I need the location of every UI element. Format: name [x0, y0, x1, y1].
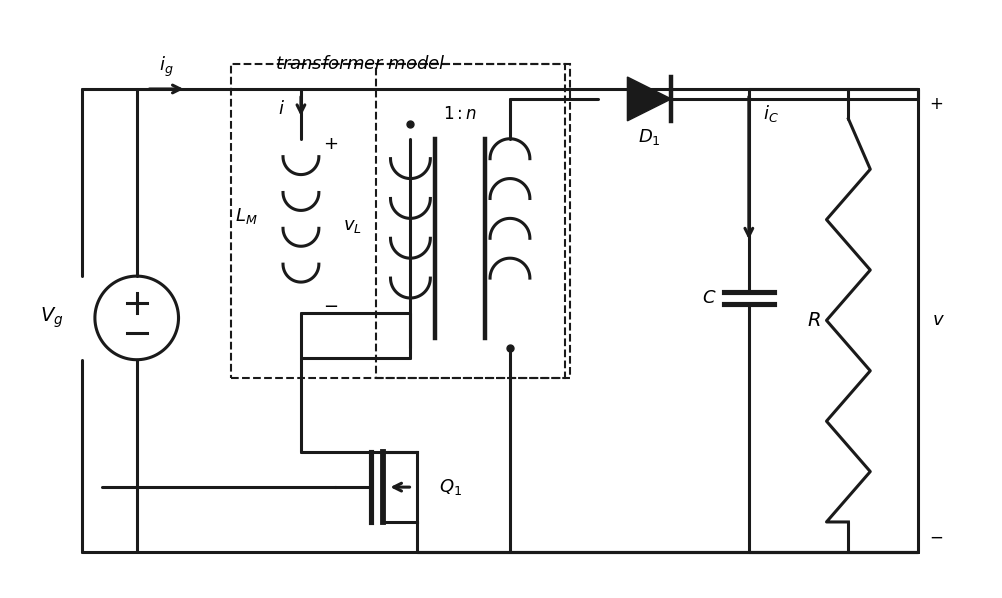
Bar	[231, 64, 569, 377]
Text: +: +	[323, 135, 338, 152]
Polygon shape	[627, 77, 670, 121]
Text: $i$: $i$	[278, 100, 285, 118]
Text: $\it{transformer\ model}$: $\it{transformer\ model}$	[275, 55, 446, 73]
Text: $Q_1$: $Q_1$	[438, 477, 461, 497]
Text: $D_1$: $D_1$	[637, 127, 660, 147]
Text: $i_C$: $i_C$	[763, 103, 778, 124]
Text: $v_L$: $v_L$	[343, 217, 362, 235]
Text: $V_g$: $V_g$	[40, 306, 64, 330]
Text: $1:n$: $1:n$	[443, 105, 477, 123]
Bar	[375, 64, 564, 377]
Text: $-$: $-$	[928, 528, 942, 546]
Text: $C$: $C$	[701, 289, 715, 307]
Text: $v$: $v$	[931, 312, 944, 329]
Text: $R$: $R$	[806, 311, 820, 330]
Text: $-$: $-$	[323, 296, 338, 314]
Text: $L_M$: $L_M$	[234, 206, 258, 226]
Text: +: +	[928, 95, 942, 113]
Text: $i_g$: $i_g$	[159, 55, 173, 79]
